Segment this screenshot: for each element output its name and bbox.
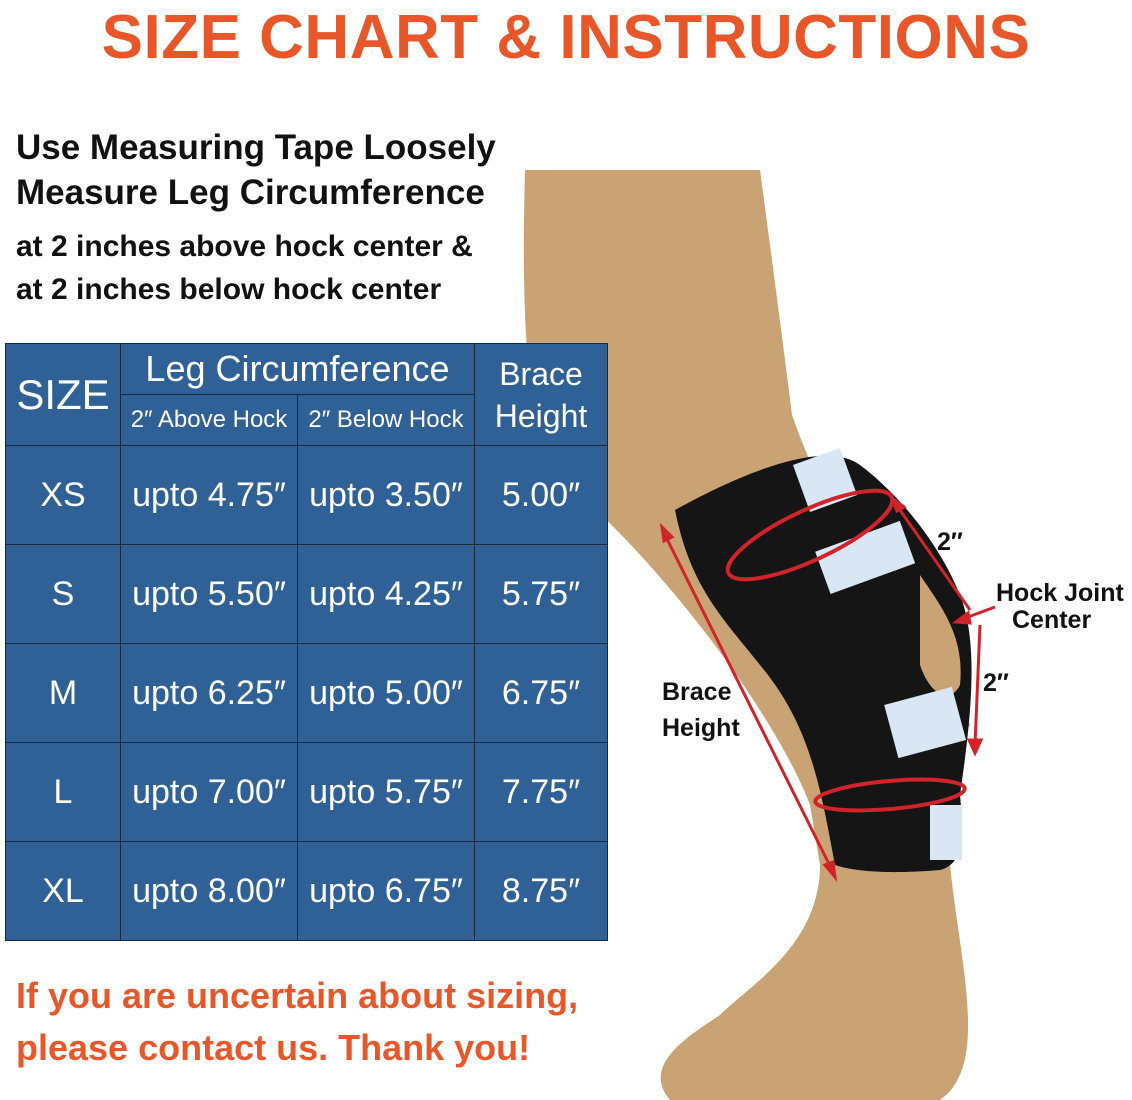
table-row: L upto 7.00″ upto 5.75″ 7.75″ (5, 742, 608, 842)
instruction-line: Measure Leg Circumference (16, 173, 485, 212)
table-row: XS upto 4.75″ upto 3.50″ 5.00″ (5, 445, 608, 545)
cell-above: upto 4.75″ (120, 445, 298, 545)
velcro-strip (884, 686, 967, 759)
dog-leg-brace-illustration (523, 170, 996, 1100)
cell-below: upto 5.00″ (297, 643, 475, 743)
brace-height-arrow (663, 534, 834, 871)
cell-below: upto 6.75″ (297, 841, 475, 941)
bottom-distance-label: 2″ (983, 669, 1009, 697)
lower-measure-loop (813, 777, 967, 813)
page-title: SIZE CHART & INSTRUCTIONS (101, 3, 1031, 72)
cell-size: S (5, 544, 121, 644)
hock-label-line2: Center (1012, 606, 1092, 634)
instruction-line: Use Measuring Tape Loosely (16, 128, 496, 167)
cell-size: M (5, 643, 121, 743)
brace-height-label-line2: Height (662, 714, 740, 742)
cell-height: 8.75″ (474, 841, 608, 941)
cell-below: upto 5.75″ (297, 742, 475, 842)
cell-above: upto 5.50″ (120, 544, 298, 644)
header-size: SIZE (5, 343, 121, 446)
header-above-hock: 2″ Above Hock (120, 394, 298, 446)
table-row: S upto 5.50″ upto 4.25″ 5.75″ (5, 544, 608, 644)
instruction-line: at 2 inches below hock center (16, 273, 442, 306)
table-row: XL upto 8.00″ upto 6.75″ 8.75″ (5, 841, 608, 941)
cell-above: upto 7.00″ (120, 742, 298, 842)
velcro-strip (930, 805, 962, 860)
cell-size: XS (5, 445, 121, 545)
instruction-line: at 2 inches above hock center & (16, 230, 473, 263)
cell-above: upto 6.25″ (120, 643, 298, 743)
table-row: M upto 6.25″ upto 5.00″ 6.75″ (5, 643, 608, 743)
velcro-strip (815, 520, 916, 595)
cell-height: 6.75″ (474, 643, 608, 743)
header-below-hock: 2″ Below Hock (297, 394, 475, 446)
sizing-note-line1: If you are uncertain about sizing, (16, 975, 579, 1016)
cell-below: upto 4.25″ (297, 544, 475, 644)
cell-height: 5.00″ (474, 445, 608, 545)
header-brace-line2: Height (494, 397, 588, 434)
header-leg-circumference: Leg Circumference (120, 343, 475, 395)
cell-above: upto 8.00″ (120, 841, 298, 941)
cell-height: 7.75″ (474, 742, 608, 842)
cell-below: upto 3.50″ (297, 445, 475, 545)
cell-size: L (5, 742, 121, 842)
lower-2in-arrow (973, 624, 982, 746)
cell-size: XL (5, 841, 121, 941)
header-brace-line1: Brace (499, 355, 583, 392)
brace-height-label-line1: Brace (662, 678, 732, 706)
cell-height: 5.75″ (474, 544, 608, 644)
upper-2in-arrow (893, 502, 972, 611)
size-chart-table: SIZE Leg Circumference Brace Height 2″ Ab… (5, 343, 608, 941)
hock-label-line1: Hock Joint (996, 579, 1124, 607)
top-distance-label: 2″ (937, 528, 963, 556)
header-brace-height: Brace Height (474, 343, 608, 446)
sizing-note-line2: please contact us. Thank you! (16, 1027, 531, 1068)
